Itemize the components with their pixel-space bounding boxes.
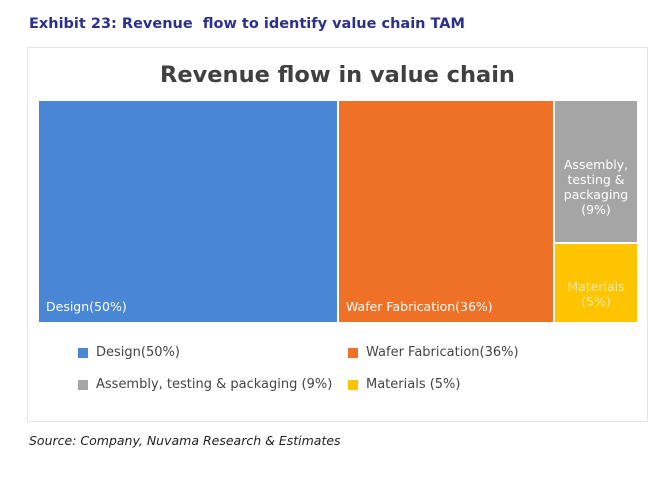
treemap-tile-design: Design(50%): [38, 100, 338, 323]
treemap-tile-label: Assembly, testing & packaging (9%): [563, 157, 629, 217]
legend-swatch: [348, 347, 358, 358]
legend-swatch: [78, 347, 88, 358]
legend-label: Materials (5%): [366, 377, 461, 392]
chart-frame: Revenue flow in value chain Design(50%) W…: [27, 47, 648, 422]
treemap-tile-label: Materials (5%): [567, 279, 625, 310]
chart-title: Revenue flow in value chain: [160, 62, 515, 88]
legend-item-assembly-testing-packaging: Assembly, testing & packaging (9%): [78, 377, 332, 392]
exhibit-title: Exhibit 23: Revenue flow to identify val…: [29, 16, 465, 32]
chart-legend: Design(50%) Wafer Fabrication(36%) Assembl…: [78, 345, 618, 405]
treemap-tile-assembly-testing-packaging: Assembly, testing & packaging (9%): [554, 100, 638, 244]
legend-item-materials: Materials (5%): [348, 377, 461, 392]
legend-swatch: [78, 379, 88, 390]
treemap-tile-label: Design(50%): [46, 299, 127, 314]
treemap-plot-area: Design(50%) Wafer Fabrication(36%) Assembl…: [38, 100, 638, 323]
source-note: Source: Company, Nuvama Research & Estim…: [29, 433, 341, 448]
treemap-tile-label: Wafer Fabrication(36%): [346, 299, 493, 314]
treemap-tile-wafer-fabrication: Wafer Fabrication(36%): [338, 100, 554, 323]
treemap-tile-materials: Materials (5%): [554, 243, 638, 323]
legend-item-design: Design(50%): [78, 345, 180, 360]
legend-label: Design(50%): [96, 345, 180, 360]
legend-item-wafer-fabrication: Wafer Fabrication(36%): [348, 345, 519, 360]
legend-swatch: [348, 379, 358, 390]
legend-label: Assembly, testing & packaging (9%): [96, 377, 333, 392]
legend-label: Wafer Fabrication(36%): [366, 345, 519, 360]
